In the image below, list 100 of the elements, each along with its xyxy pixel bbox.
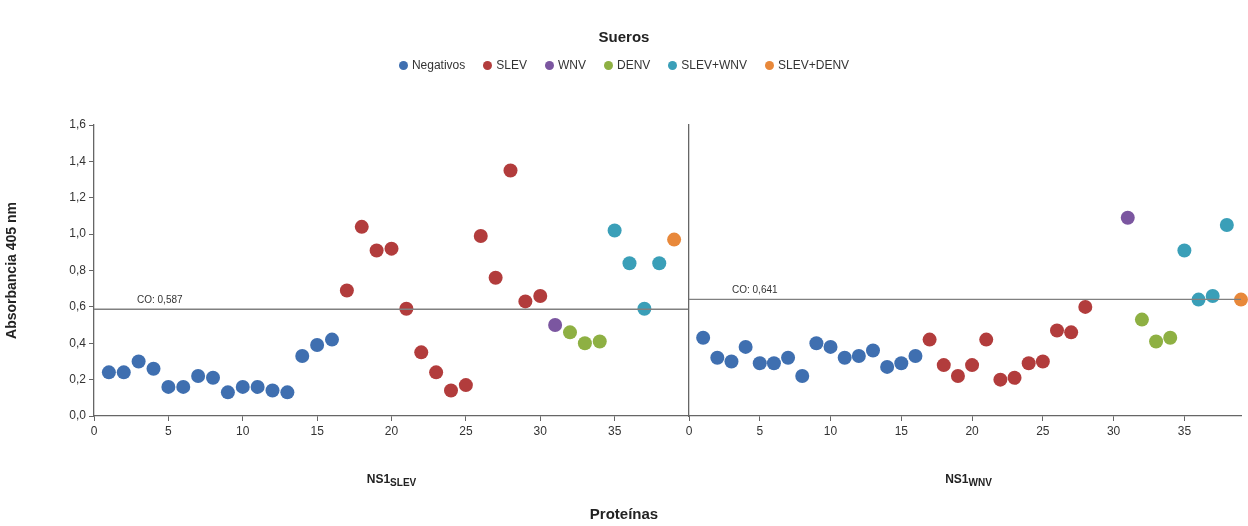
point xyxy=(1134,312,1149,327)
x-tick-label: 25 xyxy=(1036,423,1050,438)
point xyxy=(738,339,753,354)
y-axis-title: Absorbancia 405 nm xyxy=(3,202,20,339)
y-tick-label: 1,6 xyxy=(69,117,87,132)
point xyxy=(295,348,310,363)
point xyxy=(131,354,146,369)
point xyxy=(369,243,384,258)
point xyxy=(161,379,176,394)
legend-label: SLEV+WNV xyxy=(681,58,748,72)
point xyxy=(444,383,458,398)
point xyxy=(488,270,503,285)
point xyxy=(458,378,473,393)
x-tick-label: 15 xyxy=(310,423,325,438)
point xyxy=(414,345,429,360)
point xyxy=(339,283,354,298)
legend-label: SLEV xyxy=(496,58,527,72)
point xyxy=(1219,218,1234,233)
point xyxy=(908,348,923,363)
point xyxy=(518,294,533,309)
point xyxy=(710,350,725,365)
point xyxy=(325,332,339,347)
point xyxy=(622,256,637,271)
y-tick-label: 0,0 xyxy=(69,408,87,423)
y-tick-label: 0,8 xyxy=(69,262,87,277)
point xyxy=(1035,354,1050,369)
legend-label: SLEV+DENV xyxy=(778,58,850,72)
point xyxy=(1120,210,1135,225)
point xyxy=(851,348,866,363)
point xyxy=(429,365,444,380)
point xyxy=(837,350,852,365)
point xyxy=(191,368,206,383)
point xyxy=(1234,292,1248,307)
point xyxy=(146,361,161,376)
x-tick-label: 30 xyxy=(533,423,548,438)
point xyxy=(894,356,909,371)
x-tick-label: 0 xyxy=(90,423,98,438)
point xyxy=(667,232,682,247)
x-tick-label: 5 xyxy=(756,423,764,438)
point xyxy=(265,383,280,398)
point xyxy=(866,343,880,358)
ref-line-label: CO: 0,587 xyxy=(137,293,184,305)
point xyxy=(724,354,739,369)
legend-label: DENV xyxy=(616,58,651,72)
x-tick-label: 30 xyxy=(1106,423,1121,438)
point xyxy=(563,325,577,340)
y-tick-label: 1,2 xyxy=(69,190,87,205)
x-tick-label: 10 xyxy=(236,423,250,438)
point xyxy=(235,379,250,394)
point xyxy=(607,223,622,238)
point xyxy=(384,241,399,256)
x-tick-label: 20 xyxy=(965,423,980,438)
x-tick-label: 10 xyxy=(823,423,838,438)
y-tick-label: 0,2 xyxy=(69,371,87,386)
x-tick-label: 0 xyxy=(685,423,693,438)
point xyxy=(922,332,937,347)
point xyxy=(880,359,895,374)
point xyxy=(116,365,131,380)
point xyxy=(206,370,220,385)
y-tick-label: 1,4 xyxy=(69,153,87,168)
point xyxy=(1064,325,1079,340)
point xyxy=(310,338,325,353)
point xyxy=(766,356,781,371)
y-tick-label: 1,0 xyxy=(69,226,87,241)
y-tick-label: 0,6 xyxy=(69,299,87,314)
point xyxy=(577,336,592,351)
point xyxy=(1149,334,1164,349)
point xyxy=(1050,323,1064,338)
ref-line-label: CO: 0,641 xyxy=(732,284,779,296)
x-axis-title: NS1$_{WNV}$ xyxy=(944,472,993,489)
point xyxy=(473,228,488,243)
point xyxy=(1007,370,1022,385)
point xyxy=(280,385,295,400)
legend-label: WNV xyxy=(557,58,586,72)
point xyxy=(548,318,563,333)
point xyxy=(752,356,767,371)
point xyxy=(950,368,965,383)
x-tick-label: 20 xyxy=(384,423,399,438)
point xyxy=(965,358,980,373)
point xyxy=(993,372,1008,387)
point xyxy=(354,219,369,234)
point xyxy=(220,385,235,400)
y-tick-label: 0,4 xyxy=(69,335,87,350)
point xyxy=(592,334,607,349)
x-tick-label: 35 xyxy=(1177,423,1192,438)
point xyxy=(652,256,667,271)
point xyxy=(1021,356,1036,371)
x-axis-title: NS1$_{SLEV}$ xyxy=(365,472,418,489)
point xyxy=(1205,288,1220,303)
x-tick-label: 25 xyxy=(459,423,473,438)
point xyxy=(1177,243,1192,258)
point xyxy=(101,365,116,380)
point xyxy=(809,336,824,351)
point xyxy=(696,330,711,345)
x-tick-label: 5 xyxy=(165,423,173,438)
point xyxy=(1163,330,1178,345)
point xyxy=(795,368,810,383)
point xyxy=(781,350,796,365)
point xyxy=(176,379,191,394)
text: Proteínas xyxy=(588,505,660,522)
